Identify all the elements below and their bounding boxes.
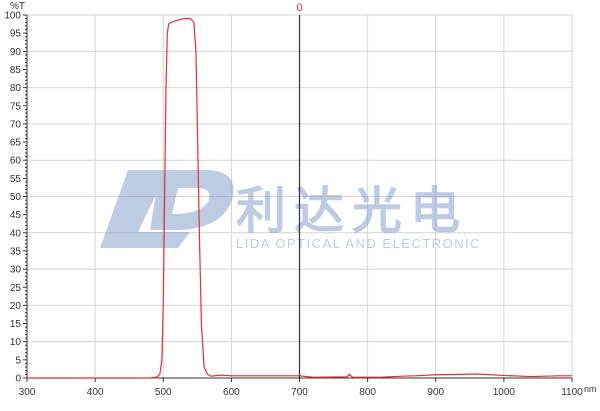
y-tick-label: 25 <box>10 283 22 294</box>
x-tick-label: 500 <box>155 387 172 398</box>
x-tick-label: 600 <box>223 387 240 398</box>
y-tick-label: 90 <box>10 47 22 58</box>
y-tick-label: 85 <box>10 65 22 76</box>
y-tick-label: 50 <box>10 192 22 203</box>
y-tick-label: 95 <box>10 29 22 40</box>
y-tick-label: 30 <box>10 265 22 276</box>
y-tick-label: 35 <box>10 246 22 257</box>
cursor-label: 0 <box>296 2 302 14</box>
x-tick-label: 800 <box>359 387 376 398</box>
x-tick-label: 400 <box>87 387 104 398</box>
y-tick-label: 60 <box>10 156 22 167</box>
series <box>27 18 572 379</box>
y-tick-label: 0 <box>15 374 21 385</box>
cursor[interactable]: 0 <box>296 2 303 378</box>
series-line <box>27 18 572 379</box>
x-tick-label: 1100 <box>561 387 583 398</box>
y-tick-label: 40 <box>10 228 22 239</box>
y-tick-label: 55 <box>10 174 22 185</box>
y-tick-label: 100 <box>4 11 21 22</box>
watermark-logo <box>100 170 190 248</box>
x-tick-label: 700 <box>291 387 308 398</box>
y-axis-label: %T <box>10 1 25 12</box>
x-tick-label: 900 <box>427 387 444 398</box>
x-axis-label: nm <box>584 384 597 394</box>
y-tick-label: 20 <box>10 301 22 312</box>
y-tick-label: 75 <box>10 101 22 112</box>
watermark-logo-d <box>150 170 234 230</box>
y-tick-label: 70 <box>10 119 22 130</box>
x-tick-label: 1000 <box>493 387 516 398</box>
watermark: 利达光电 LIDA OPTICAL AND ELECTRONIC <box>100 170 481 251</box>
y-tick-label: 65 <box>10 138 22 149</box>
y-tick-label: 80 <box>10 83 22 94</box>
y-tick-label: 15 <box>10 319 22 330</box>
y-tick-label: 5 <box>15 355 21 366</box>
y-tick-label: 45 <box>10 210 22 221</box>
watermark-english: LIDA OPTICAL AND ELECTRONIC <box>236 236 481 251</box>
x-tick-label: 300 <box>19 387 36 398</box>
y-tick-label: 10 <box>10 337 22 348</box>
watermark-chinese: 利达光电 <box>236 183 468 239</box>
